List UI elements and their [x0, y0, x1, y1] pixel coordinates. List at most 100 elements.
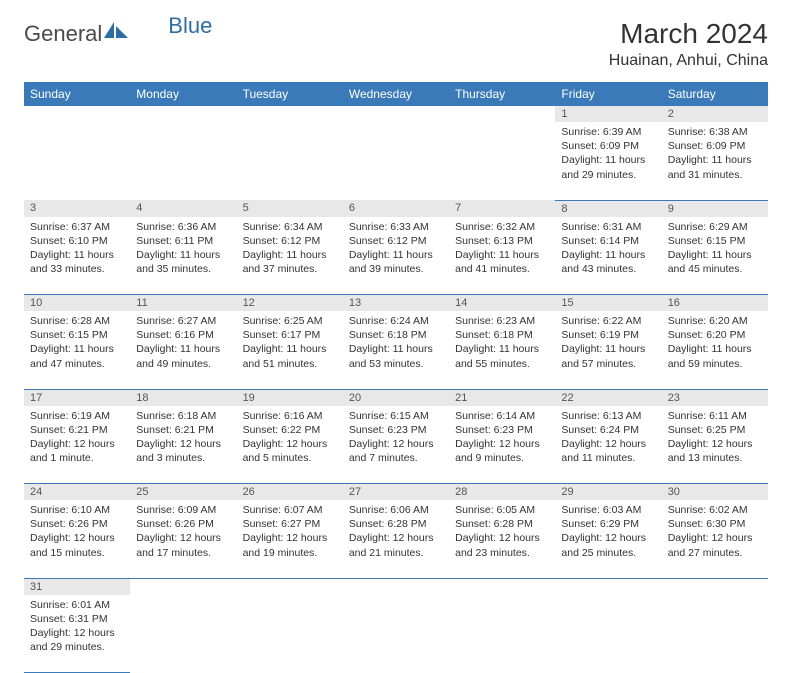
- day-data-row: Sunrise: 6:39 AMSunset: 6:09 PMDaylight:…: [24, 122, 768, 200]
- day-number-row: 12: [24, 106, 768, 122]
- day-number-cell: 14: [449, 295, 555, 312]
- day-data: Sunrise: 6:06 AMSunset: 6:28 PMDaylight:…: [343, 500, 449, 564]
- day-data-row: Sunrise: 6:19 AMSunset: 6:21 PMDaylight:…: [24, 406, 768, 484]
- weekday-header: Sunday: [24, 82, 130, 106]
- day-number-cell: [237, 578, 343, 595]
- weekday-header: Thursday: [449, 82, 555, 106]
- day-number-cell: 10: [24, 295, 130, 312]
- day-number-cell: [662, 578, 768, 595]
- day-data: Sunrise: 6:36 AMSunset: 6:11 PMDaylight:…: [130, 217, 236, 281]
- day-number-cell: 4: [130, 200, 236, 217]
- title-block: March 2024 Huainan, Anhui, China: [609, 18, 768, 70]
- day-data-row: Sunrise: 6:37 AMSunset: 6:10 PMDaylight:…: [24, 217, 768, 295]
- day-number-cell: 31: [24, 578, 130, 595]
- day-number-cell: 30: [662, 484, 768, 501]
- day-number-cell: [237, 106, 343, 122]
- day-data-cell: [130, 122, 236, 200]
- day-data-cell: [555, 595, 661, 673]
- month-title: March 2024: [609, 18, 768, 50]
- weekday-header: Wednesday: [343, 82, 449, 106]
- day-data: Sunrise: 6:24 AMSunset: 6:18 PMDaylight:…: [343, 311, 449, 375]
- day-number-cell: [449, 106, 555, 122]
- weekday-header: Monday: [130, 82, 236, 106]
- location: Huainan, Anhui, China: [609, 52, 768, 70]
- day-data: Sunrise: 6:13 AMSunset: 6:24 PMDaylight:…: [555, 406, 661, 470]
- day-number-cell: 29: [555, 484, 661, 501]
- day-data: Sunrise: 6:27 AMSunset: 6:16 PMDaylight:…: [130, 311, 236, 375]
- day-data: Sunrise: 6:14 AMSunset: 6:23 PMDaylight:…: [449, 406, 555, 470]
- day-number-cell: 25: [130, 484, 236, 501]
- day-number-cell: 19: [237, 389, 343, 406]
- day-data-row: Sunrise: 6:01 AMSunset: 6:31 PMDaylight:…: [24, 595, 768, 673]
- day-number-cell: 23: [662, 389, 768, 406]
- day-data: Sunrise: 6:31 AMSunset: 6:14 PMDaylight:…: [555, 217, 661, 281]
- day-data: Sunrise: 6:05 AMSunset: 6:28 PMDaylight:…: [449, 500, 555, 564]
- day-data-cell: Sunrise: 6:33 AMSunset: 6:12 PMDaylight:…: [343, 217, 449, 295]
- day-data-cell: Sunrise: 6:11 AMSunset: 6:25 PMDaylight:…: [662, 406, 768, 484]
- day-data-cell: Sunrise: 6:07 AMSunset: 6:27 PMDaylight:…: [237, 500, 343, 578]
- day-data-cell: Sunrise: 6:29 AMSunset: 6:15 PMDaylight:…: [662, 217, 768, 295]
- day-number-row: 10111213141516: [24, 295, 768, 312]
- day-data: Sunrise: 6:09 AMSunset: 6:26 PMDaylight:…: [130, 500, 236, 564]
- day-number-cell: 24: [24, 484, 130, 501]
- day-data-cell: Sunrise: 6:10 AMSunset: 6:26 PMDaylight:…: [24, 500, 130, 578]
- day-data-cell: [449, 595, 555, 673]
- day-number-cell: 26: [237, 484, 343, 501]
- logo-sail-icon: [104, 18, 130, 44]
- day-data: Sunrise: 6:03 AMSunset: 6:29 PMDaylight:…: [555, 500, 661, 564]
- day-number-cell: 3: [24, 200, 130, 217]
- day-data-cell: Sunrise: 6:06 AMSunset: 6:28 PMDaylight:…: [343, 500, 449, 578]
- day-data-cell: Sunrise: 6:37 AMSunset: 6:10 PMDaylight:…: [24, 217, 130, 295]
- day-number-cell: [130, 578, 236, 595]
- day-data-cell: Sunrise: 6:25 AMSunset: 6:17 PMDaylight:…: [237, 311, 343, 389]
- day-data-cell: [24, 122, 130, 200]
- day-data-cell: Sunrise: 6:16 AMSunset: 6:22 PMDaylight:…: [237, 406, 343, 484]
- day-number-cell: 7: [449, 200, 555, 217]
- day-number-cell: [555, 578, 661, 595]
- day-data: Sunrise: 6:19 AMSunset: 6:21 PMDaylight:…: [24, 406, 130, 470]
- day-data-cell: [237, 122, 343, 200]
- day-number-cell: 6: [343, 200, 449, 217]
- day-data-cell: [343, 122, 449, 200]
- day-data: Sunrise: 6:33 AMSunset: 6:12 PMDaylight:…: [343, 217, 449, 281]
- day-data-cell: Sunrise: 6:15 AMSunset: 6:23 PMDaylight:…: [343, 406, 449, 484]
- day-number-cell: 5: [237, 200, 343, 217]
- day-number-cell: 28: [449, 484, 555, 501]
- day-data-cell: Sunrise: 6:32 AMSunset: 6:13 PMDaylight:…: [449, 217, 555, 295]
- header: General Blue March 2024 Huainan, Anhui, …: [24, 18, 768, 70]
- day-data: Sunrise: 6:11 AMSunset: 6:25 PMDaylight:…: [662, 406, 768, 470]
- day-data-cell: Sunrise: 6:28 AMSunset: 6:15 PMDaylight:…: [24, 311, 130, 389]
- day-number-cell: 17: [24, 389, 130, 406]
- day-data-cell: Sunrise: 6:02 AMSunset: 6:30 PMDaylight:…: [662, 500, 768, 578]
- day-data: Sunrise: 6:16 AMSunset: 6:22 PMDaylight:…: [237, 406, 343, 470]
- day-data: Sunrise: 6:37 AMSunset: 6:10 PMDaylight:…: [24, 217, 130, 281]
- day-data: Sunrise: 6:20 AMSunset: 6:20 PMDaylight:…: [662, 311, 768, 375]
- day-data-cell: Sunrise: 6:38 AMSunset: 6:09 PMDaylight:…: [662, 122, 768, 200]
- day-data-cell: Sunrise: 6:34 AMSunset: 6:12 PMDaylight:…: [237, 217, 343, 295]
- calendar-body: 12Sunrise: 6:39 AMSunset: 6:09 PMDayligh…: [24, 106, 768, 673]
- day-data-cell: [343, 595, 449, 673]
- day-data-cell: [662, 595, 768, 673]
- day-number-cell: 18: [130, 389, 236, 406]
- day-number-cell: 1: [555, 106, 661, 122]
- day-number-row: 24252627282930: [24, 484, 768, 501]
- day-data-row: Sunrise: 6:10 AMSunset: 6:26 PMDaylight:…: [24, 500, 768, 578]
- day-data-cell: Sunrise: 6:19 AMSunset: 6:21 PMDaylight:…: [24, 406, 130, 484]
- day-data: Sunrise: 6:02 AMSunset: 6:30 PMDaylight:…: [662, 500, 768, 564]
- day-data-row: Sunrise: 6:28 AMSunset: 6:15 PMDaylight:…: [24, 311, 768, 389]
- weekday-header: Friday: [555, 82, 661, 106]
- day-number-cell: [24, 106, 130, 122]
- day-data: Sunrise: 6:34 AMSunset: 6:12 PMDaylight:…: [237, 217, 343, 281]
- logo-text-2: Blue: [168, 13, 212, 39]
- day-number-row: 3456789: [24, 200, 768, 217]
- day-data: Sunrise: 6:01 AMSunset: 6:31 PMDaylight:…: [24, 595, 130, 659]
- day-number-cell: 9: [662, 200, 768, 217]
- day-data-cell: [237, 595, 343, 673]
- day-data-cell: Sunrise: 6:01 AMSunset: 6:31 PMDaylight:…: [24, 595, 130, 673]
- logo: General Blue: [24, 18, 212, 50]
- day-number-cell: 8: [555, 200, 661, 217]
- day-data-cell: Sunrise: 6:36 AMSunset: 6:11 PMDaylight:…: [130, 217, 236, 295]
- day-data: Sunrise: 6:39 AMSunset: 6:09 PMDaylight:…: [555, 122, 661, 186]
- day-data-cell: Sunrise: 6:31 AMSunset: 6:14 PMDaylight:…: [555, 217, 661, 295]
- day-data: Sunrise: 6:10 AMSunset: 6:26 PMDaylight:…: [24, 500, 130, 564]
